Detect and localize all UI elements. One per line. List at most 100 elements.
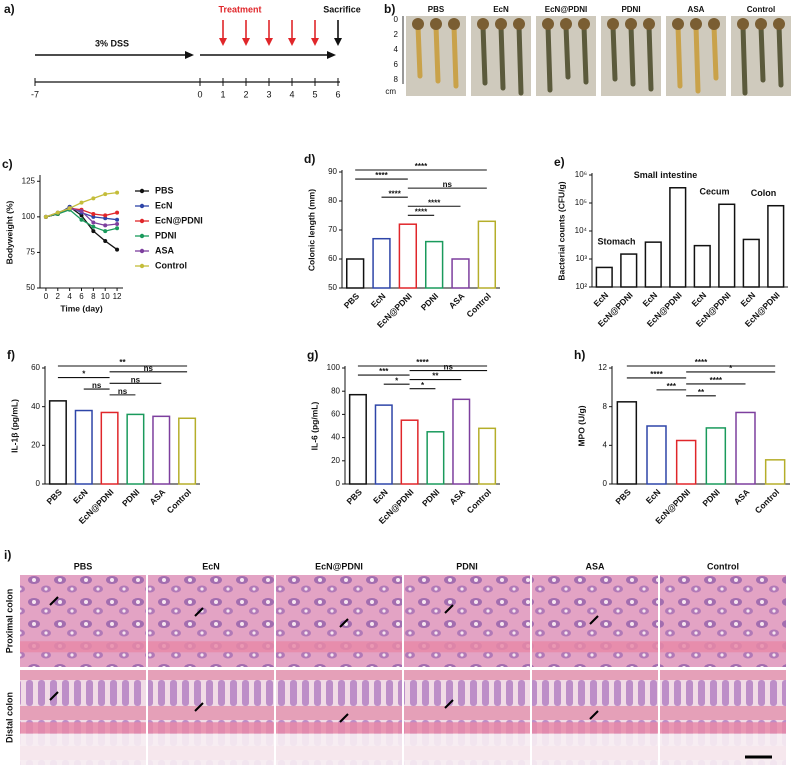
y-tick-label: 60 (331, 410, 340, 419)
group-label: EcN (493, 5, 509, 14)
colon-photos: PBS EcN EcN@PDNI PDNI ASA Control 0 2 4 6 8 cm (385, 5, 791, 96)
colon (740, 23, 748, 96)
colon (433, 23, 441, 84)
cecum (513, 18, 525, 30)
bar (620, 253, 638, 288)
y-tick-label: 10⁴ (575, 226, 588, 235)
bar (374, 404, 393, 485)
x-tick-label: ASA (447, 487, 467, 507)
significance: **** (416, 358, 429, 367)
colon (581, 23, 589, 85)
bar (478, 427, 497, 485)
point (91, 220, 96, 225)
significance: **** (710, 376, 723, 385)
legend-label: Control (155, 260, 187, 270)
cecum (773, 18, 785, 30)
point (79, 209, 84, 214)
y-tick-label: 40 (331, 433, 340, 442)
x-tick-label: PDNI (419, 291, 440, 312)
treatment-label: Treatment (218, 4, 261, 14)
y-tick-label: 60 (328, 254, 337, 263)
x-tick-label: EcN (640, 290, 659, 309)
bar (451, 258, 470, 289)
histology-image (148, 575, 274, 667)
x-tick-label: EcN (369, 291, 388, 310)
y-tick-label: 4 (603, 440, 608, 449)
cecum (560, 18, 572, 30)
y-tick-label: 80 (328, 196, 337, 205)
x-tick-label: PBS (344, 487, 364, 507)
column-label: ASA (585, 561, 605, 571)
significance: * (395, 376, 399, 385)
ruler-label: 6 (394, 60, 399, 69)
point (103, 213, 108, 218)
group-label: Small intestine (634, 170, 698, 180)
timeline-label: 2 (243, 89, 248, 99)
y-axis-label: Bacterial counts (CFU/g) (556, 181, 566, 280)
x-tick-label: 4 (67, 292, 72, 301)
bar (48, 400, 67, 485)
pointer-arrow (444, 699, 454, 709)
x-tick-label: EcN (738, 290, 757, 309)
panel-label: d) (304, 152, 315, 166)
group-label: EcN@PDNI (545, 5, 587, 14)
legend-marker (139, 263, 145, 269)
cecum (430, 18, 442, 30)
histology-image (20, 575, 146, 667)
significance: * (729, 364, 733, 373)
bar (644, 241, 662, 288)
colon (516, 23, 524, 96)
y-tick-label: 8 (603, 402, 608, 411)
y-tick-label: 10² (575, 282, 587, 291)
cecum (542, 18, 554, 30)
x-tick-label: 10 (101, 292, 110, 301)
bar (398, 223, 418, 289)
colon (776, 23, 784, 88)
colon (415, 23, 423, 79)
x-tick-label: PBS (44, 487, 64, 507)
x-tick-label: 8 (91, 292, 96, 301)
muscle-layer (532, 641, 658, 653)
cecum (495, 18, 507, 30)
y-tick-label: 125 (22, 176, 36, 185)
timeline-label: 4 (289, 89, 294, 99)
bar (400, 419, 419, 485)
bar (126, 413, 145, 485)
bar (477, 220, 497, 289)
significance: ** (432, 372, 439, 381)
cecum (737, 18, 749, 30)
y-tick-label: 50 (328, 283, 337, 292)
legend-label: PDNI (155, 230, 177, 240)
arrow-head (327, 51, 336, 59)
panel-label: e) (554, 155, 565, 169)
pointer-arrow (49, 691, 59, 701)
x-tick-label: Control (753, 487, 781, 515)
ruler-unit: cm (385, 87, 396, 96)
point (103, 192, 108, 197)
x-axis-label: Time (day) (60, 303, 103, 313)
x-tick-label: EcN (689, 290, 708, 309)
muscle-layer (660, 641, 786, 653)
column-label: PDNI (456, 561, 478, 571)
lumen (660, 733, 786, 765)
x-tick-label: ASA (147, 487, 167, 507)
bar (424, 240, 444, 289)
arrow-head (288, 38, 296, 46)
y-tick-label: 20 (31, 440, 40, 449)
histology-image (660, 575, 786, 667)
y-axis-label: IL-1β (pg/mL) (9, 399, 19, 453)
lumen (20, 733, 146, 765)
bar (742, 238, 760, 288)
legend-label: EcN (155, 200, 173, 210)
point (115, 217, 120, 222)
legend-label: EcN@PDNI (155, 215, 203, 225)
group-label: PBS (428, 5, 445, 14)
bar (345, 258, 365, 289)
y-tick-label: 10³ (575, 254, 587, 263)
point (115, 221, 120, 226)
row-label: Distal colon (4, 692, 14, 743)
group-label: Colon (751, 188, 777, 198)
column-label: EcN@PDNI (315, 561, 363, 571)
pointer-arrow (339, 618, 349, 628)
point (91, 224, 96, 229)
